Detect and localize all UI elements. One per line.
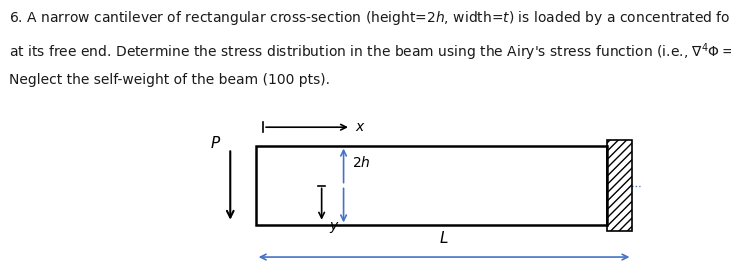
Text: $2h$: $2h$ xyxy=(352,156,371,170)
Bar xyxy=(256,146,607,225)
Text: 6. A narrow cantilever of rectangular cross-section (height=$2h$, width=$t$) is : 6. A narrow cantilever of rectangular cr… xyxy=(9,9,731,27)
Text: $L$: $L$ xyxy=(439,231,449,246)
Text: $P$: $P$ xyxy=(210,135,221,151)
Text: $x$: $x$ xyxy=(355,120,366,134)
Text: Neglect the self-weight of the beam (100 pts).: Neglect the self-weight of the beam (100… xyxy=(9,73,330,87)
Bar xyxy=(607,140,632,231)
Text: at its free end. Determine the stress distribution in the beam using the Airy's : at its free end. Determine the stress di… xyxy=(9,41,731,63)
Text: $y$: $y$ xyxy=(329,220,340,235)
